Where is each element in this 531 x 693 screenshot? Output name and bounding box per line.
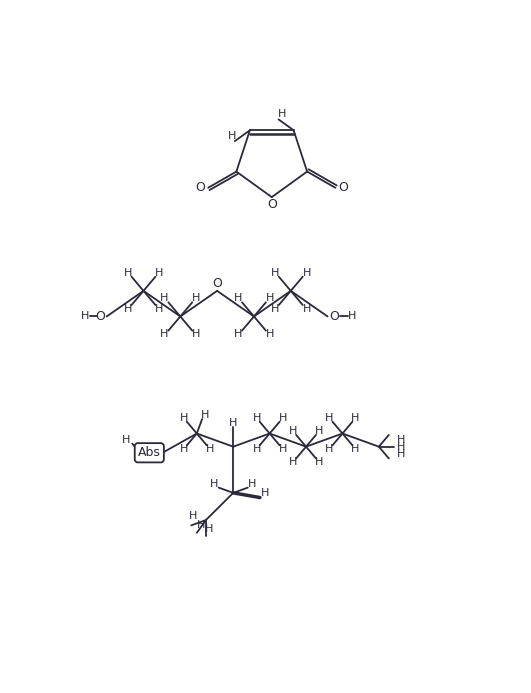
Text: H: H xyxy=(396,449,405,459)
Text: H: H xyxy=(289,457,297,467)
Text: H: H xyxy=(122,435,130,446)
Text: H: H xyxy=(260,488,269,498)
Text: H: H xyxy=(179,444,188,454)
Text: H: H xyxy=(192,329,200,340)
Text: H: H xyxy=(229,418,237,428)
Text: H: H xyxy=(315,457,323,467)
Text: O: O xyxy=(267,198,277,211)
Text: H: H xyxy=(266,329,274,340)
Text: H: H xyxy=(249,479,256,489)
Text: H: H xyxy=(396,435,405,445)
Text: H: H xyxy=(352,413,359,423)
Text: H: H xyxy=(210,479,218,489)
Text: H: H xyxy=(325,413,333,423)
Text: H: H xyxy=(252,413,261,423)
Text: O: O xyxy=(95,310,105,323)
Text: H: H xyxy=(124,268,132,278)
Text: H: H xyxy=(325,444,333,454)
Text: H: H xyxy=(234,293,242,304)
Text: H: H xyxy=(303,304,311,314)
Text: H: H xyxy=(81,311,89,322)
Text: H: H xyxy=(234,329,242,340)
Text: O: O xyxy=(212,277,222,290)
Text: H: H xyxy=(189,511,198,521)
Text: H: H xyxy=(315,426,323,436)
Text: H: H xyxy=(271,304,279,314)
Text: H: H xyxy=(155,304,164,314)
Text: H: H xyxy=(396,442,405,453)
Text: O: O xyxy=(195,182,205,194)
Text: O: O xyxy=(330,310,339,323)
Text: H: H xyxy=(252,444,261,454)
Text: H: H xyxy=(160,329,169,340)
Text: H: H xyxy=(155,268,164,278)
Text: H: H xyxy=(279,413,287,423)
Text: H: H xyxy=(289,426,297,436)
Text: H: H xyxy=(205,444,214,454)
Text: H: H xyxy=(279,444,287,454)
Text: O: O xyxy=(338,182,348,194)
Text: H: H xyxy=(192,293,200,304)
Text: H: H xyxy=(348,311,357,322)
Text: H: H xyxy=(197,520,205,529)
Text: H: H xyxy=(124,304,132,314)
Text: Abs: Abs xyxy=(138,446,161,459)
Text: H: H xyxy=(352,444,359,454)
Text: H: H xyxy=(278,109,286,119)
Text: H: H xyxy=(266,293,274,304)
Text: H: H xyxy=(271,268,279,278)
Text: H: H xyxy=(228,131,236,141)
Text: H: H xyxy=(160,293,169,304)
Text: H: H xyxy=(179,413,188,423)
Text: H: H xyxy=(201,410,209,420)
Text: H: H xyxy=(303,268,311,278)
Text: H: H xyxy=(205,525,213,534)
